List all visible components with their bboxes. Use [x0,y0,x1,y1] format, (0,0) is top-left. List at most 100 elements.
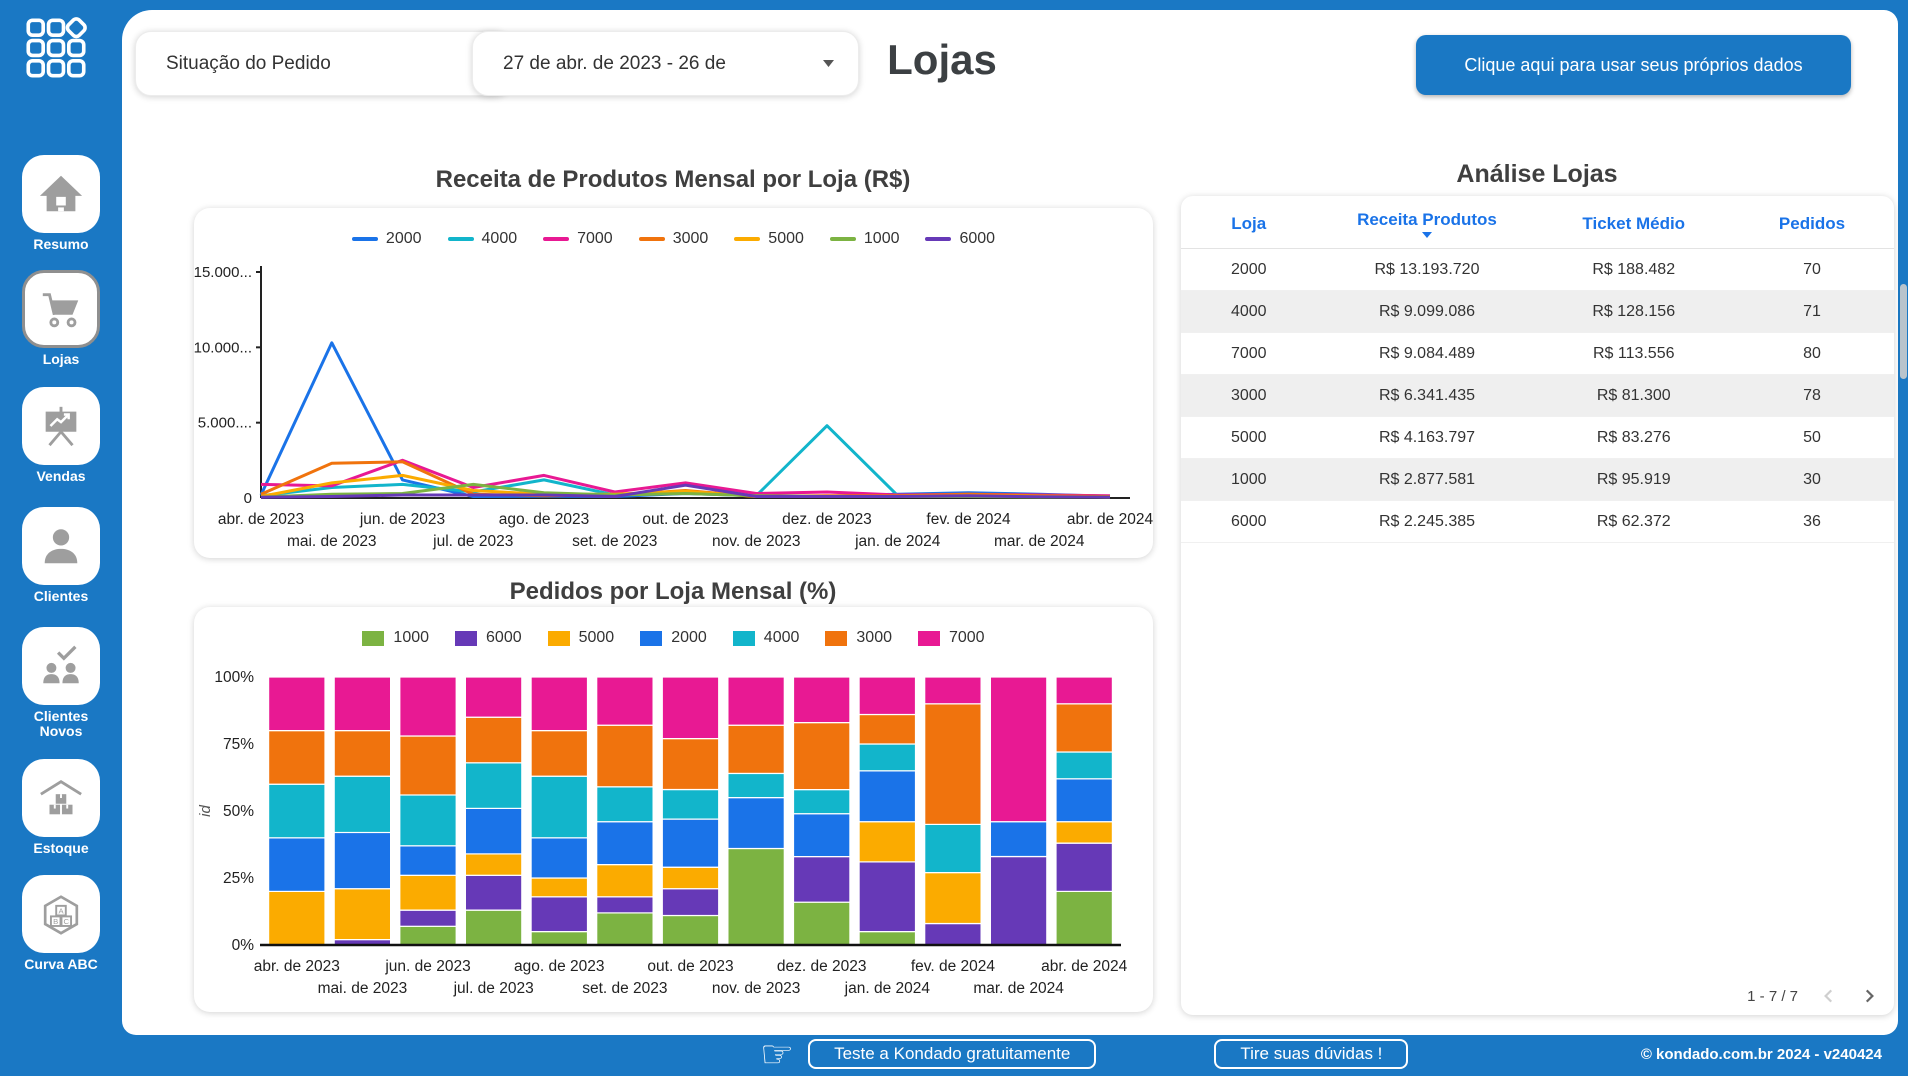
legend-swatch [455,630,478,646]
sidebar-item-vendas[interactable]: Vendas [0,387,122,484]
legend-item-2000: 2000 [640,629,707,647]
bar-segment-6000 [596,896,654,914]
bar-segment-4000 [596,786,654,823]
column-header-ticket-medio[interactable]: Ticket Médio [1537,196,1730,249]
bar-segment-4000 [399,794,457,847]
presentation-icon [22,387,100,465]
bar-segment-2000 [727,797,785,850]
bar-segment-1000 [858,931,917,946]
table-cell: R$ 113.556 [1592,344,1675,362]
bar-segment-7000 [596,676,654,726]
table-row[interactable]: 6000 R$ 2.245.385 R$ 62.372 36 [1181,501,1894,543]
bar-segment-3000 [530,729,589,777]
legend-label: 2000 [671,629,707,646]
sidebar-item-curva-abc[interactable]: A B C Curva ABC [0,875,122,972]
column-header-pedidos[interactable]: Pedidos [1729,196,1894,249]
stores-table: Loja Receita Produtos Ticket Médio Pedid… [1181,196,1894,543]
bar-segment-7000 [333,676,392,732]
table-row[interactable]: 4000 R$ 9.099.086 R$ 128.156 71 [1181,290,1894,333]
legend-item-2000: 2000 [351,230,422,248]
table-cell: 36 [1803,512,1821,530]
legend-item-7000: 7000 [917,629,985,647]
bar-segment-3000 [464,716,523,764]
legend-swatch [351,237,378,241]
main-canvas: Situação do Pedido 27 de abr. de 2023 - … [122,10,1898,1035]
legend-swatch [640,630,663,646]
table-row[interactable]: 7000 R$ 9.084.489 R$ 113.556 80 [1181,333,1894,375]
bar-segment-3000 [267,729,326,785]
bar-segment-5000 [333,888,392,941]
column-header-loja[interactable]: Loja [1181,196,1317,249]
legend-swatch [734,237,761,241]
svg-text:mai. de 2023: mai. de 2023 [318,980,408,997]
sidebar-item-lojas[interactable]: Lojas [0,270,122,367]
bar-segment-2000 [464,807,523,855]
kondado-logo-icon[interactable] [24,16,88,80]
bar-chart-title: Pedidos por Loja Mensal (%) [509,578,837,605]
table-cell: R$ 9.084.489 [1378,344,1476,362]
table-cell: R$ 6.341.435 [1378,386,1476,404]
sidebar-item-estoque[interactable]: Estoque [0,759,122,856]
legend-item-7000: 7000 [543,230,613,248]
table-cell: 7000 [1230,344,1267,362]
pagination-label: 1 - 7 / 7 [1747,987,1798,1005]
svg-text:ago. de 2023: ago. de 2023 [499,511,590,528]
legend-label: 7000 [948,629,985,646]
sidebar-item-clientes-novos[interactable]: Clientes Novos [0,627,122,739]
svg-text:set. de 2023: set. de 2023 [572,533,657,550]
sidebar-item-clientes[interactable]: Clientes [0,507,122,604]
bar-segment-3000 [858,713,917,745]
footer-questions-button[interactable]: Tire suas dúvidas ! [1214,1039,1409,1069]
table-row[interactable]: 2000 R$ 13.193.720 R$ 188.482 70 [1181,249,1894,291]
bar-segment-3000 [399,735,457,796]
bar-segment-2000 [661,818,720,868]
bar-segment-7000 [464,676,523,718]
svg-text:fev. de 2024: fev. de 2024 [926,511,1011,528]
table-cell: R$ 4.163.797 [1378,428,1476,446]
sidebar-item-label: Resumo [33,236,89,252]
sidebar-item-label: Curva ABC [24,956,98,972]
table-row[interactable]: 1000 R$ 2.877.581 R$ 95.919 30 [1181,458,1894,501]
sidebar-item-resumo[interactable]: Resumo [0,155,122,252]
legend-item-5000: 5000 [547,629,615,647]
order-status-dropdown[interactable]: Situação do Pedido [135,31,510,96]
bar-segment-4000 [530,775,589,839]
svg-text:25%: 25% [223,870,254,887]
legend-item-1000: 1000 [829,230,899,248]
line-chart: 0 5.000.... 10.000... 15.000... abr. de 2023… [194,264,1154,550]
svg-text:jul. de 2023: jul. de 2023 [453,980,534,997]
svg-text:mar. de 2024: mar. de 2024 [973,980,1064,997]
scrollbar-thumb[interactable] [1900,284,1907,379]
table-row[interactable]: 5000 R$ 4.163.797 R$ 83.276 50 [1181,417,1894,459]
footer-trial-button[interactable]: Teste a Kondado gratuitamente [808,1039,1097,1069]
table-cell: 30 [1803,470,1821,488]
page-title: Lojas [887,36,997,83]
legend-label: 6000 [486,629,522,646]
footer-bar: ☞ Teste a Kondado gratuitamente Tire sua… [0,1035,1908,1073]
copyright-text: © kondado.com.br 2024 - v240424 [1640,1045,1882,1063]
pagination-prev-icon[interactable] [1820,987,1838,1005]
legend-label: 5000 [578,629,615,646]
line-series-6000 [260,483,1111,499]
legend-item-3000: 3000 [825,629,892,647]
table-cell: R$ 95.919 [1596,470,1671,488]
svg-text:nov. de 2023: nov. de 2023 [712,980,800,997]
date-range-dropdown[interactable]: 27 de abr. de 2023 - 26 de [472,31,859,96]
table-cell: 3000 [1230,386,1267,404]
abc-hexagon-icon: A B C [22,875,100,953]
bar-segment-5000 [464,853,523,876]
table-cell: R$ 62.372 [1596,512,1671,530]
bar-segment-4000 [1055,751,1114,780]
pagination-next-icon[interactable] [1860,987,1878,1005]
own-data-cta-button[interactable]: Clique aqui para usar seus próprios dado… [1416,35,1851,95]
table-cell: R$ 9.099.086 [1378,302,1476,320]
svg-text:abr. de 2023: abr. de 2023 [218,511,304,528]
bar-segment-2000 [989,821,1048,858]
svg-text:100%: 100% [214,669,254,686]
bar-chart-card: 1000 6000 5000 2000 4000 3000 7000 0% 25% 50% 75%… [194,607,1153,1012]
bar-segment-2000 [1055,778,1114,823]
legend-swatch [547,630,570,646]
table-row[interactable]: 3000 R$ 6.341.435 R$ 81.300 78 [1181,374,1894,417]
column-header-receita-produtos[interactable]: Receita Produtos [1316,196,1538,249]
